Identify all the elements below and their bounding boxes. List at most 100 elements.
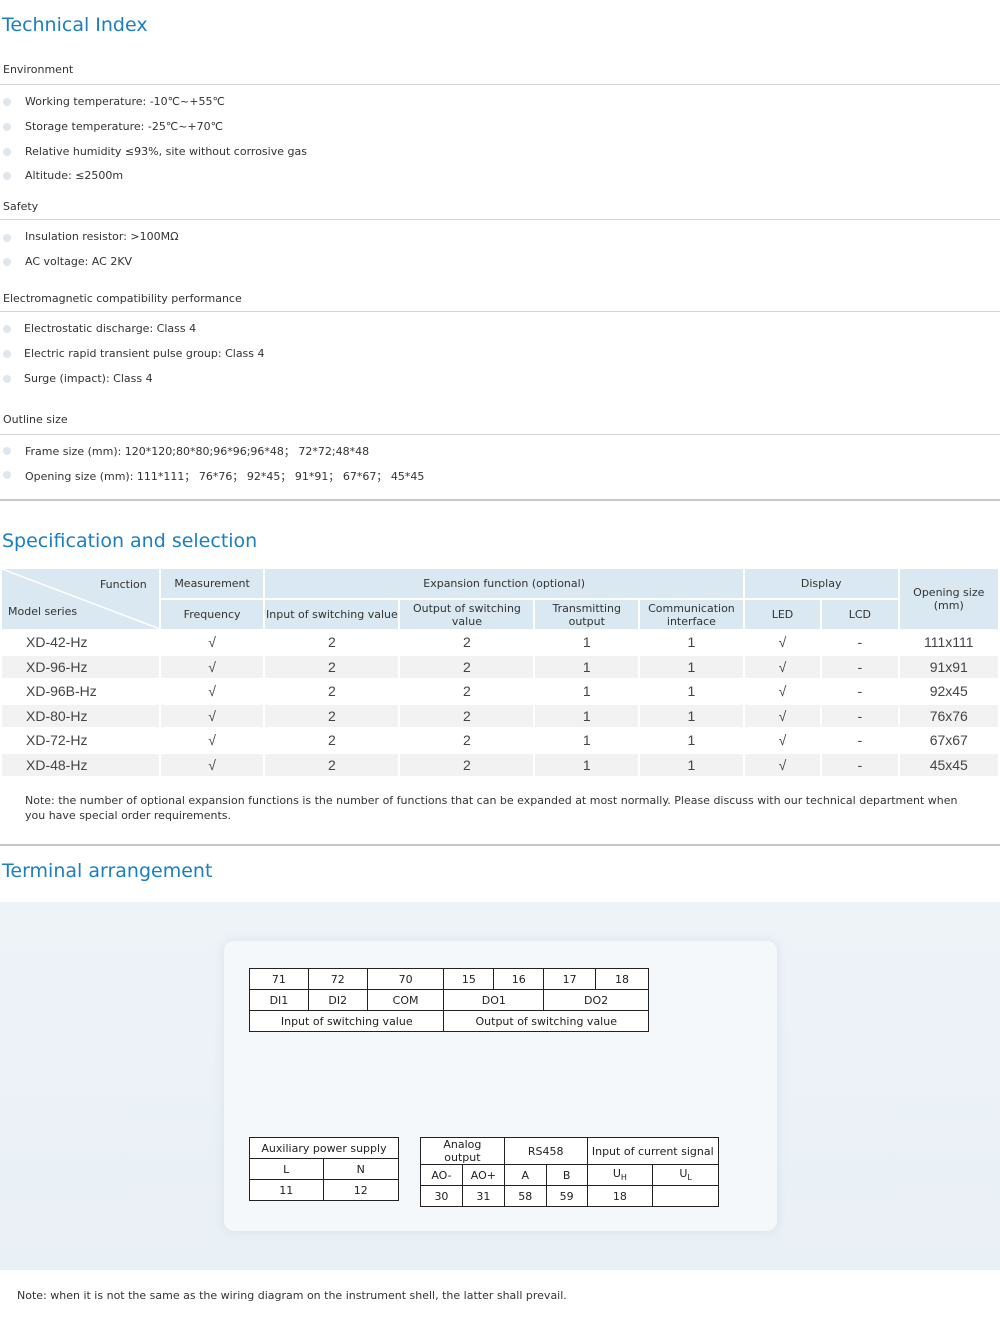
frequency-header: Frequency	[160, 600, 264, 629]
model-cell: XD-72-Hz	[26, 732, 88, 749]
bullet-icon	[3, 325, 11, 333]
input-cell: 2	[265, 753, 399, 776]
communication-cell: 1	[640, 704, 743, 727]
terminal-group: RS458	[503, 1137, 588, 1165]
input-switching-header: Input of switching value	[265, 600, 399, 629]
terminal-number: 12	[322, 1179, 399, 1201]
spec-table: Function Model series Measurement Expans…	[0, 567, 1000, 778]
led-cell: √	[778, 634, 787, 651]
frequency-cell: √	[160, 655, 264, 678]
output-switching-header: Output of switching value	[400, 600, 534, 629]
input-cell: 2	[328, 683, 336, 700]
section-divider	[0, 499, 1000, 501]
table-row: XD-72-Hz √ 2 2 1 1 √ - 67x67	[2, 729, 998, 752]
lcd-cell: -	[822, 753, 898, 776]
opening-cell: 45x45	[899, 753, 998, 776]
frequency-cell: √	[208, 634, 216, 651]
terminal-label: U	[679, 1167, 688, 1181]
safety-item: AC voltage: AC 2KV	[25, 255, 133, 268]
function-label: Function	[99, 578, 147, 591]
outline-item: Opening size (mm): 111*111； 76*76； 92*45…	[25, 470, 425, 483]
header-diagonal-cell: Function Model series	[2, 569, 160, 629]
terminal-label: AO-	[420, 1164, 463, 1186]
aux-power-table: Auxiliary power supply L N 11 12	[249, 1137, 399, 1201]
terminal-group: Input of current signal	[586, 1137, 720, 1165]
input-cell: 2	[328, 634, 336, 651]
environment-heading: Environment	[3, 63, 74, 76]
terminal-subscript: L	[687, 1173, 692, 1183]
terminal-number: 31	[461, 1185, 505, 1207]
frequency-cell: √	[160, 753, 264, 776]
bullet-icon	[3, 471, 11, 479]
divider	[0, 311, 1000, 312]
bullet-icon	[3, 98, 11, 106]
communication-cell: 1	[687, 634, 696, 651]
model-series-label: Model series	[8, 605, 78, 618]
terminal-number: 11	[249, 1179, 324, 1201]
terminal-number: 70	[366, 968, 445, 990]
led-cell: √	[778, 683, 787, 700]
lcd-cell: -	[857, 732, 863, 749]
env-item: Altitude: ≤2500m	[25, 169, 124, 182]
env-item: Working temperature: -10℃~+55℃	[25, 95, 225, 108]
bullet-icon	[3, 447, 11, 455]
terminal-title: Terminal arrangement	[2, 860, 213, 882]
output-cell: 2	[400, 753, 534, 776]
terminal-number: 71	[249, 968, 309, 990]
output-cell: 2	[463, 732, 471, 749]
terminal-number: 59	[545, 1185, 588, 1207]
model-cell: XD-80-Hz	[2, 704, 159, 727]
terminal-group: Auxiliary power supply	[249, 1137, 399, 1159]
communication-cell: 1	[687, 732, 696, 749]
terminal-number: 30	[420, 1185, 463, 1207]
terminal-number: 72	[307, 968, 368, 990]
terminal-number: 18	[595, 968, 649, 990]
lcd-cell: -	[822, 655, 898, 678]
terminal-note: Note: when it is not the same as the wir…	[17, 1289, 567, 1302]
divider	[0, 219, 1000, 220]
section-divider	[0, 844, 1000, 846]
table-row: XD-42-Hz √ 2 2 1 1 √ - 111x111	[2, 631, 998, 654]
output-cell: 2	[400, 704, 534, 727]
led-cell: √	[744, 704, 821, 727]
terminal-group: Input of switching value	[248, 1010, 445, 1032]
terminal-label: DI2	[307, 989, 368, 1011]
bullet-icon	[3, 350, 11, 358]
transmitting-header: Transmitting output	[535, 600, 639, 629]
led-cell: √	[744, 753, 821, 776]
terminal-number: 17	[543, 968, 597, 990]
divider	[0, 434, 1000, 435]
switching-terminal-table: 71 72 70 15 16 17 18 DI1 DI2 COM DO1 DO2…	[248, 968, 649, 1032]
communication-cell: 1	[687, 683, 696, 700]
input-cell: 2	[328, 732, 336, 749]
input-cell: 2	[265, 655, 399, 678]
spec-note: Note: the number of optional expansion f…	[25, 794, 958, 822]
env-item: Storage temperature: -25℃~+70℃	[25, 120, 223, 133]
output-cell: 2	[400, 655, 534, 678]
safety-heading: Safety	[3, 200, 39, 213]
model-cell: XD-48-Hz	[2, 753, 159, 776]
output-cell: 2	[463, 683, 471, 700]
lcd-header: LCD	[822, 600, 898, 629]
terminal-label: AO+	[461, 1164, 505, 1186]
led-cell: √	[744, 655, 821, 678]
emc-item: Electrostatic discharge: Class 4	[24, 322, 197, 335]
transmitting-cell: 1	[535, 753, 639, 776]
bullet-icon	[3, 258, 11, 266]
opening-cell: 76x76	[899, 704, 998, 727]
model-cell: XD-96-Hz	[2, 655, 159, 678]
diagonal-line	[2, 569, 160, 629]
technical-index-title: Technical Index	[2, 14, 148, 36]
model-cell: XD-42-Hz	[26, 634, 88, 651]
bullet-icon	[3, 172, 11, 180]
terminal-label-uh: UH	[586, 1164, 654, 1186]
outline-item: Frame size (mm): 120*120;80*80;96*96;96*…	[25, 445, 370, 458]
led-cell: √	[778, 732, 787, 749]
transmitting-cell: 1	[535, 704, 639, 727]
terminal-label-ul: UL	[652, 1164, 719, 1186]
terminal-label: U	[612, 1167, 621, 1181]
table-row: XD-80-Hz √ 2 2 1 1 √ - 76x76	[2, 704, 998, 727]
terminal-label: COM	[366, 989, 445, 1011]
communication-cell: 1	[640, 753, 743, 776]
frequency-cell: √	[160, 704, 264, 727]
